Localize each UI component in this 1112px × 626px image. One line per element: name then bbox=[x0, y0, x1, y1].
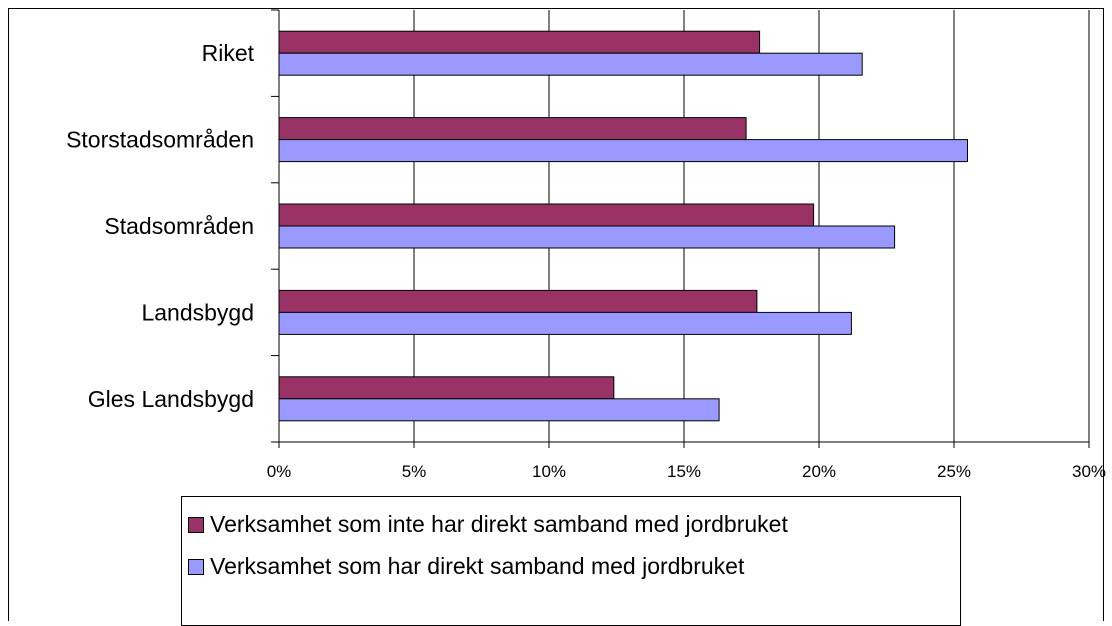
x-tick-label-6: 30% bbox=[1072, 462, 1106, 481]
legend-label-series-2: Verksamhet som har direkt samband med jo… bbox=[210, 553, 745, 579]
legend: Verksamhet som inte har direkt samband m… bbox=[181, 496, 961, 626]
chart-frame bbox=[8, 8, 1104, 621]
bar-series-2-2 bbox=[278, 225, 896, 249]
category-label-4: Gles Landsbygd bbox=[88, 386, 254, 412]
bars bbox=[278, 30, 968, 422]
bar-series-2-1 bbox=[278, 139, 968, 163]
x-tick-label-0: 0% bbox=[267, 462, 292, 481]
legend-item-series-1: Verksamhet som inte har direkt samband m… bbox=[188, 511, 788, 538]
legend-label-series-1: Verksamhet som inte har direkt samband m… bbox=[210, 511, 788, 537]
legend-swatch-series-2 bbox=[188, 558, 204, 575]
x-tick-labels: 0% 5% 10% 15% 20% 25% 30% bbox=[267, 462, 1106, 481]
bar-series-1-1 bbox=[278, 117, 747, 141]
x-tick-label-4: 20% bbox=[802, 462, 836, 481]
bar-series-1-3 bbox=[278, 289, 758, 313]
bar-series-2-4 bbox=[278, 398, 720, 422]
category-label-2: Stadsområden bbox=[104, 213, 254, 239]
category-labels: Riket Storstadsområden Stadsområden Landsby… bbox=[66, 40, 255, 412]
bar-series-1-0 bbox=[278, 30, 761, 54]
x-tick-label-5: 25% bbox=[937, 462, 971, 481]
category-label-3: Landsbygd bbox=[141, 299, 254, 325]
legend-swatch-series-1 bbox=[188, 516, 204, 533]
x-tick-label-3: 15% bbox=[667, 462, 701, 481]
legend-item-series-2: Verksamhet som har direkt samband med jo… bbox=[188, 553, 744, 580]
category-label-1: Storstadsområden bbox=[66, 127, 254, 153]
bar-series-1-4 bbox=[278, 376, 615, 400]
x-tick-label-1: 5% bbox=[402, 462, 427, 481]
category-label-0: Riket bbox=[202, 40, 255, 66]
axes bbox=[271, 9, 1090, 448]
x-tick-label-2: 10% bbox=[532, 462, 566, 481]
bar-series-1-2 bbox=[278, 203, 815, 227]
bar-series-2-0 bbox=[278, 52, 863, 76]
bar-series-2-3 bbox=[278, 311, 852, 335]
